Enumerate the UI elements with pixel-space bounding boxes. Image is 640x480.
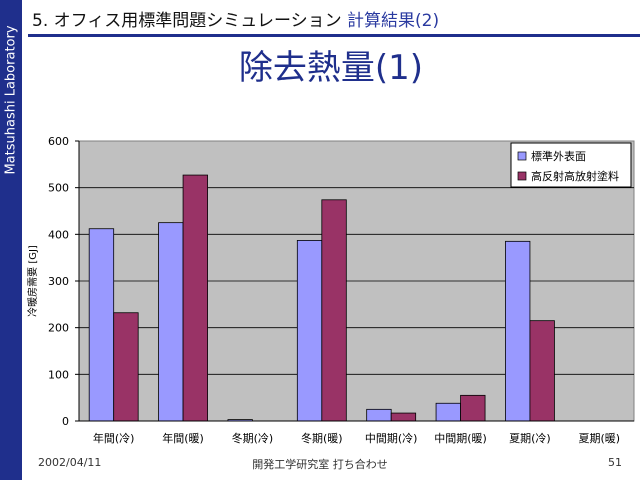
- x-tick-label: 夏期(冷): [509, 432, 551, 445]
- x-axis: 年間(冷) 年間(暖) 冬期(冷) 冬期(暖) 中間期(冷) 中間期(暖) 夏期(冷) 夏期(…: [79, 420, 634, 445]
- slide-title: 除去熱量(1): [238, 48, 424, 88]
- section-subtitle: 計算結果(2): [347, 11, 440, 31]
- footer-date: 2002/04/11: [38, 456, 102, 469]
- x-tick-label: 年間(冷): [93, 431, 135, 445]
- sidebar-band: [0, 0, 22, 480]
- y-tick-label: 600: [48, 135, 69, 148]
- x-tick-label: 夏期(暖): [579, 432, 621, 445]
- legend-swatch: [517, 171, 527, 181]
- legend-swatch: [517, 151, 527, 161]
- bar: [88, 228, 115, 422]
- bar: [529, 320, 555, 422]
- y-tick-label: 0: [62, 415, 69, 428]
- bar: [435, 402, 461, 422]
- bar: [460, 394, 486, 422]
- bar: [113, 312, 139, 422]
- bar: [366, 408, 392, 422]
- bars: [88, 174, 555, 422]
- bar: [182, 174, 208, 422]
- y-tick-label: 500: [48, 182, 69, 195]
- y-axis: 0 100 200 300 400 500 600: [48, 135, 80, 428]
- x-tick-label: 冬期(冷): [232, 431, 274, 445]
- y-tick-label: 100: [48, 368, 69, 381]
- x-tick-label: 中間期(暖): [434, 432, 487, 445]
- footer-page: 51: [608, 456, 622, 469]
- x-tick-label: 中間期(冷): [365, 432, 418, 445]
- y-tick-label: 200: [48, 322, 69, 335]
- bar: [296, 239, 323, 422]
- section-title: 5. オフィス用標準問題シミュレーション: [32, 11, 342, 31]
- legend-label: 標準外表面: [531, 149, 586, 163]
- legend-box: [510, 142, 632, 188]
- footer-center: 開発工学研究室 打ち合わせ: [252, 458, 388, 471]
- slide-header: 5. オフィス用標準問題シミュレーション 計算結果(2): [32, 6, 439, 31]
- y-tick-label: 400: [48, 228, 69, 241]
- x-tick-label: 年間(暖): [162, 431, 204, 445]
- bar: [321, 199, 347, 422]
- bar: [390, 412, 417, 422]
- x-tick-label: 冬期(暖): [301, 431, 343, 445]
- y-axis-label: 冷暖房需要 [GJ]: [26, 245, 39, 317]
- y-tick-label: 300: [48, 275, 69, 288]
- header-rule: [28, 34, 640, 37]
- legend-label: 高反射高放射塗料: [531, 169, 619, 183]
- bar: [158, 222, 184, 422]
- bar: [505, 240, 531, 422]
